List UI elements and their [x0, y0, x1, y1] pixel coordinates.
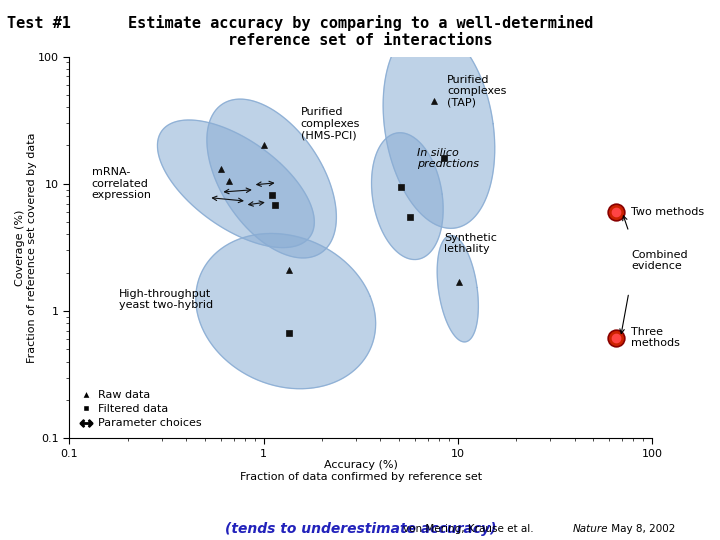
Polygon shape: [158, 120, 315, 248]
Text: von Mering, Krause et al.: von Mering, Krause et al.: [403, 523, 537, 534]
Text: In silico
predictions: In silico predictions: [418, 148, 480, 170]
Text: Purified
complexes
(TAP): Purified complexes (TAP): [447, 75, 506, 108]
Text: Combined
evidence: Combined evidence: [631, 249, 688, 271]
Text: (tends to underestimate accuracy): (tends to underestimate accuracy): [225, 522, 496, 536]
Text: mRNA-
correlated
expression: mRNA- correlated expression: [91, 167, 151, 200]
Legend: Raw data, Filtered data, Parameter choices: Raw data, Filtered data, Parameter choic…: [75, 385, 207, 433]
X-axis label: Accuracy (%)
Fraction of data confirmed by reference set: Accuracy (%) Fraction of data confirmed …: [240, 460, 482, 482]
Text: Test #1: Test #1: [7, 16, 71, 31]
Text: Two methods: Two methods: [631, 207, 704, 217]
Polygon shape: [207, 99, 336, 258]
Polygon shape: [372, 133, 444, 260]
Text: High-throughput
yeast two-hybrid: High-throughput yeast two-hybrid: [119, 289, 213, 310]
Y-axis label: Coverage (%)
Fraction of reference set covered by data: Coverage (%) Fraction of reference set c…: [15, 132, 37, 363]
Text: Three
methods: Three methods: [631, 327, 680, 348]
Polygon shape: [196, 233, 376, 389]
Polygon shape: [383, 25, 495, 228]
Text: Purified
complexes
(HMS-PCI): Purified complexes (HMS-PCI): [300, 107, 360, 140]
Text: Nature: Nature: [572, 523, 608, 534]
Text: Synthetic
lethality: Synthetic lethality: [444, 233, 497, 254]
Text: May 8, 2002: May 8, 2002: [608, 523, 676, 534]
Polygon shape: [437, 235, 478, 342]
Title: Estimate accuracy by comparing to a well-determined
reference set of interaction: Estimate accuracy by comparing to a well…: [128, 15, 593, 49]
